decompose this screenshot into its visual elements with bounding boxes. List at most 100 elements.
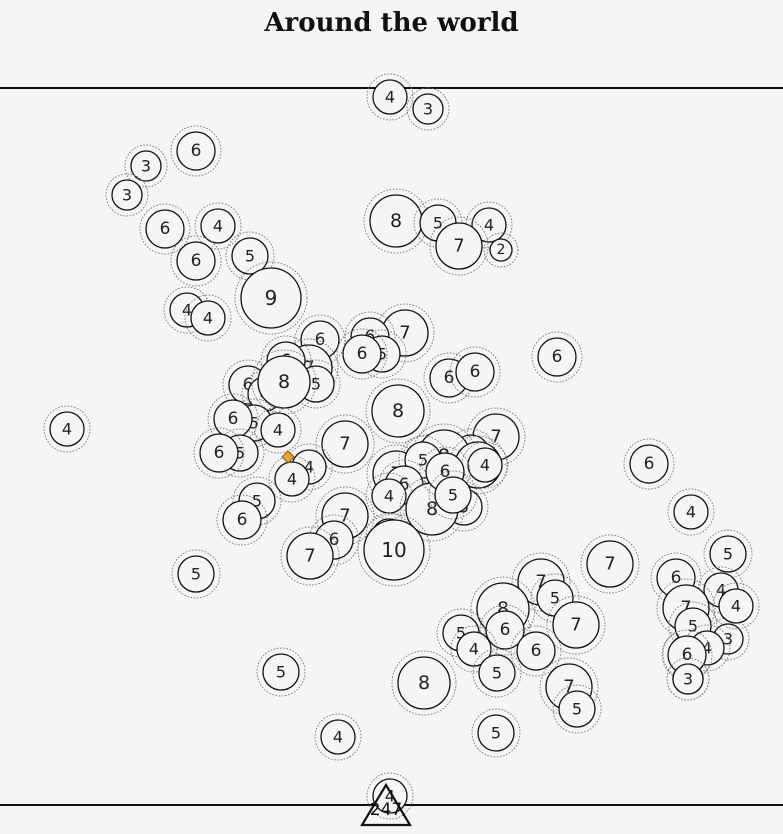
bubble-circle [111, 179, 143, 211]
bubble[interactable]: 6 [510, 625, 562, 677]
bubble-halo [170, 235, 222, 287]
bubble-halo [666, 657, 710, 701]
bubble-value: 4 [731, 597, 741, 616]
bubble-halo [366, 772, 414, 820]
bubble[interactable]: 4 [712, 582, 760, 630]
bubble-value: 4 [385, 88, 395, 107]
bubble[interactable]: 9 [234, 261, 308, 335]
bubble-layer: 4363364659448547264666765765664854658675… [43, 73, 760, 820]
bubble-halo [436, 608, 486, 658]
bubble-value: 5 [688, 617, 698, 636]
bubble[interactable]: 5 [552, 684, 602, 734]
bubble[interactable]: 3 [406, 87, 450, 131]
bubble-value: 5 [249, 414, 259, 433]
bubble[interactable]: 6 [139, 203, 191, 255]
bubble-value: 6 [671, 568, 682, 588]
bubble-value: 8 [418, 672, 430, 694]
bubble-circle [145, 209, 185, 249]
bubble-value: 6 [315, 330, 326, 350]
bubble-value: 5 [252, 492, 262, 511]
bubble[interactable]: 5 [471, 708, 521, 758]
bubble-value: 4 [686, 503, 696, 522]
bubble[interactable]: 8 [391, 650, 457, 716]
bubble[interactable]: 5 [256, 647, 306, 697]
bubble-value: 6 [237, 510, 248, 530]
bubble-value: 6 [444, 368, 455, 388]
bubble-halo [194, 202, 242, 250]
bubble[interactable]: 8 [365, 378, 431, 444]
bubble-value: 5 [235, 444, 245, 463]
bubble-value: 4 [213, 217, 223, 236]
bubble[interactable]: 10 [357, 513, 431, 587]
bubble[interactable]: 6 [170, 235, 222, 287]
bubble[interactable]: 5 [171, 549, 221, 599]
bubble-value: 5 [550, 589, 560, 608]
bubble[interactable]: 8 [363, 188, 429, 254]
bubble-circle [321, 420, 369, 468]
bubble-halo [429, 216, 489, 276]
highlight-marker[interactable] [281, 450, 295, 464]
bubble[interactable]: 5 [225, 231, 275, 281]
bubble-value: 4 [484, 216, 494, 235]
bubble[interactable]: 7 [546, 595, 606, 655]
bubble-circle [200, 208, 236, 244]
bubble[interactable]: 6 [479, 604, 531, 656]
bubble[interactable]: 7 [429, 216, 489, 276]
bubble[interactable]: 4 [365, 472, 413, 520]
bubble-circle [477, 714, 515, 752]
bubble-halo [483, 232, 519, 268]
bubble-circle [371, 384, 425, 438]
bubble[interactable]: 2 [483, 232, 519, 268]
bubble-halo [216, 494, 268, 546]
bubble[interactable]: 7 [315, 414, 375, 474]
bubble[interactable]: 3 [105, 173, 149, 217]
bubble-value: 8 [392, 400, 404, 422]
bubble-value: 5 [276, 663, 286, 682]
bubble-value: 6 [228, 409, 239, 429]
bubble[interactable]: 4 [254, 406, 302, 454]
bubble[interactable]: 4 [43, 405, 91, 453]
bubble-value: 5 [448, 486, 458, 505]
bubble[interactable]: 4 [268, 455, 316, 503]
bubble-value: 5 [191, 565, 201, 584]
bubble[interactable]: 3 [666, 657, 710, 701]
bubble-value: 7 [453, 236, 464, 257]
bubble[interactable]: 4 [450, 625, 498, 673]
bubble[interactable]: 7 [580, 534, 640, 594]
bubble-circle [467, 447, 503, 483]
bubble[interactable]: 5 [428, 470, 478, 520]
bubble[interactable]: 6 [170, 125, 222, 177]
bubble[interactable]: 6 [449, 346, 501, 398]
bubble[interactable]: 8 [251, 349, 317, 415]
bubble[interactable]: 4 [194, 202, 242, 250]
bubble-halo [510, 625, 562, 677]
bubble-value: 4 [333, 728, 343, 747]
bubble-circle [320, 719, 356, 755]
bubble[interactable]: 4 [184, 294, 232, 342]
bubble-halo [171, 549, 221, 599]
bubble-circle [257, 355, 311, 409]
bubble-circle [709, 535, 747, 573]
bubble-value: 6 [644, 454, 655, 474]
bubble[interactable]: 5 [472, 648, 522, 698]
bubble[interactable]: 4 [366, 73, 414, 121]
bubble-value: 5 [491, 724, 501, 743]
bubble-halo [184, 294, 232, 342]
bubble[interactable]: 6 [531, 331, 583, 383]
bubble-halo [530, 573, 580, 623]
bubble-value: 5 [377, 345, 387, 364]
bubble[interactable]: 6 [216, 494, 268, 546]
bubble[interactable]: 4 [314, 713, 362, 761]
bubble-value: 6 [329, 530, 340, 550]
bubble[interactable]: 7 [280, 526, 340, 586]
bubble[interactable]: 4 [667, 488, 715, 536]
bubble-circle [558, 690, 596, 728]
bubble[interactable]: 6 [193, 427, 245, 479]
bubble-circle [489, 238, 513, 262]
bubble[interactable]: 6 [336, 328, 388, 380]
bubble[interactable]: 5 [703, 529, 753, 579]
total-badge[interactable]: 247 [360, 782, 412, 827]
bubble[interactable]: 6 [623, 438, 675, 490]
bubble-circle [262, 653, 300, 691]
